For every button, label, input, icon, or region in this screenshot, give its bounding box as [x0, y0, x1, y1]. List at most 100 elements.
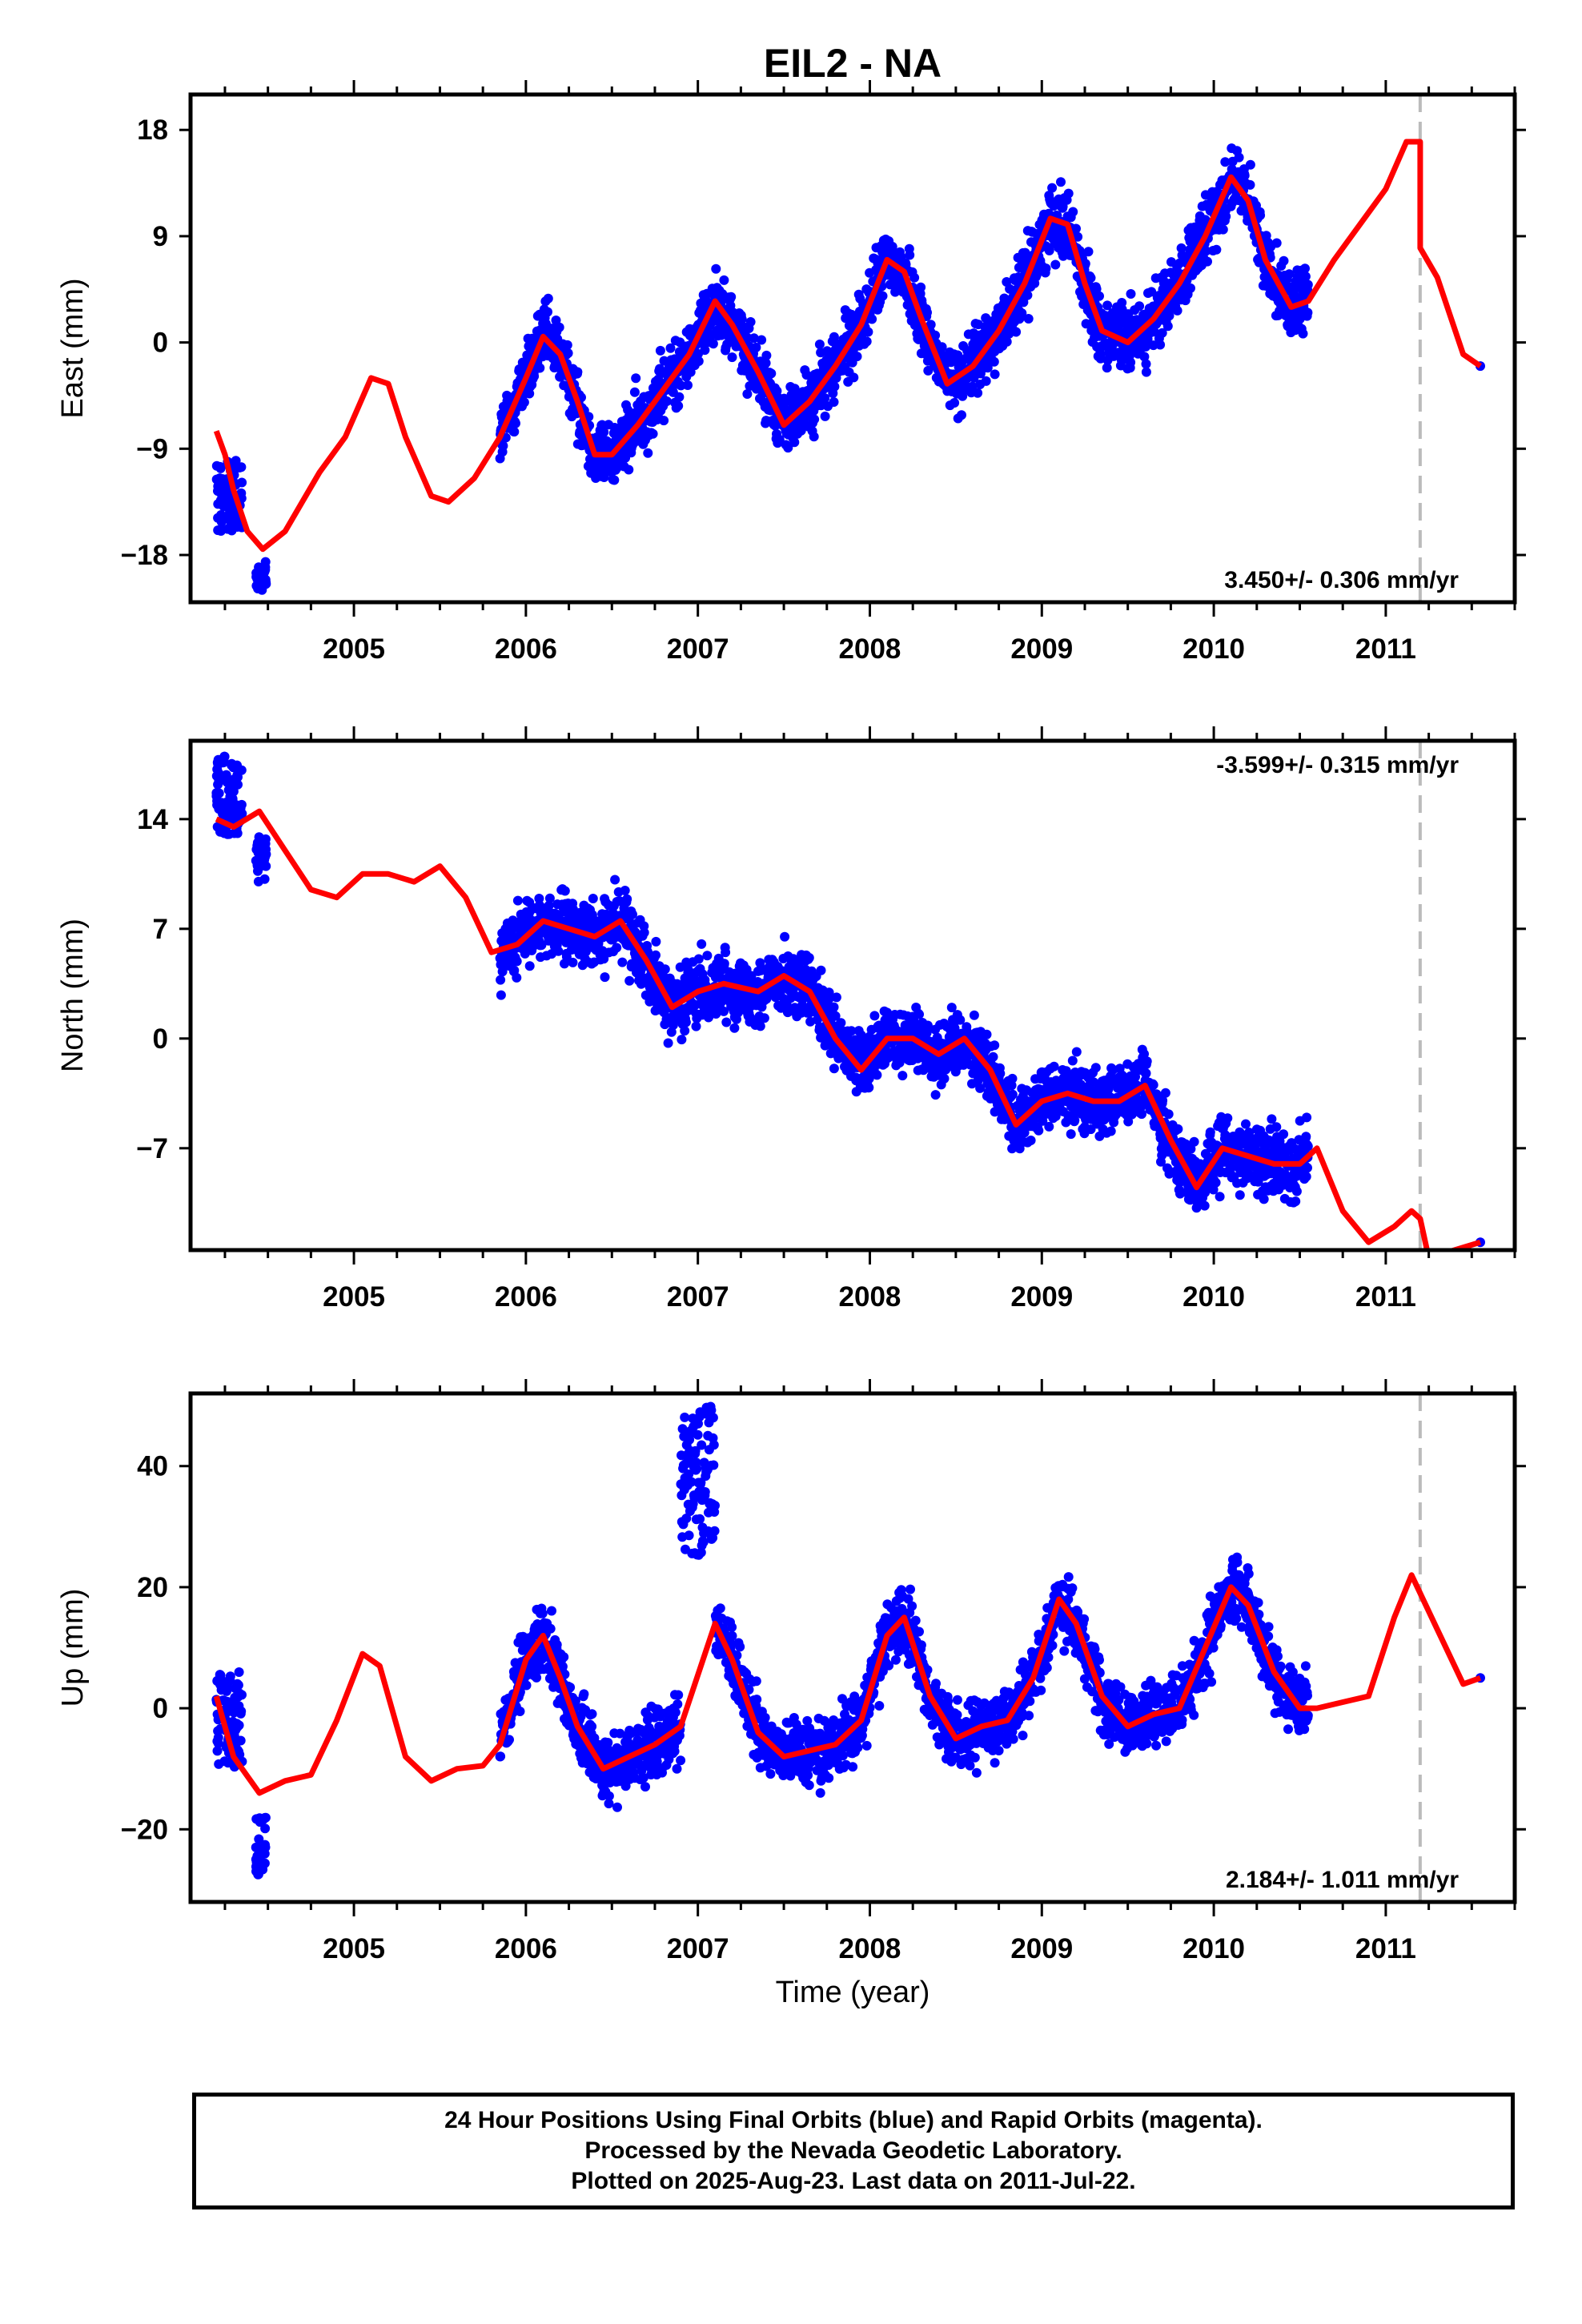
- data-point: [509, 427, 520, 437]
- data-point: [1203, 256, 1212, 267]
- data-point: [1090, 1063, 1101, 1073]
- data-point: [863, 327, 873, 337]
- data-point: [260, 557, 271, 567]
- rate-label: 3.450+/- 0.306 mm/yr: [1224, 567, 1459, 593]
- data-point: [774, 434, 785, 444]
- data-point: [867, 314, 877, 324]
- x-tick-label: 2010: [1182, 633, 1245, 665]
- y-axis-label: East (mm): [56, 278, 90, 418]
- data-point: [1215, 1192, 1225, 1202]
- data-point: [643, 448, 653, 458]
- data-point: [560, 886, 570, 896]
- data-point: [742, 332, 752, 343]
- data-point: [751, 342, 761, 352]
- data-point: [872, 1070, 882, 1080]
- data-point: [1139, 1049, 1149, 1059]
- data-point: [1220, 157, 1231, 167]
- data-point: [1245, 179, 1255, 190]
- data-point: [1173, 1124, 1183, 1134]
- data-point: [1218, 224, 1228, 235]
- data-point: [849, 372, 859, 383]
- data-point: [620, 886, 630, 895]
- data-point: [213, 513, 223, 523]
- data-point: [1162, 321, 1173, 332]
- data-point: [1102, 300, 1113, 311]
- data-point: [830, 1011, 841, 1021]
- data-point: [1096, 349, 1106, 360]
- data-point: [1245, 159, 1255, 170]
- data-point: [251, 581, 262, 591]
- data-point: [726, 292, 737, 302]
- data-point: [610, 875, 620, 885]
- data-point: [1255, 210, 1266, 220]
- data-point: [761, 350, 772, 360]
- data-point: [572, 367, 583, 377]
- data-point: [939, 1073, 950, 1084]
- data-point: [804, 953, 814, 963]
- data-point: [1176, 243, 1186, 253]
- data-point: [1141, 1068, 1151, 1079]
- data-point: [989, 356, 999, 367]
- data-point: [745, 317, 756, 327]
- data-point: [544, 893, 555, 903]
- data-point: [1172, 305, 1182, 316]
- data-point: [783, 443, 793, 453]
- data-point: [1205, 1127, 1215, 1137]
- data-point: [561, 951, 572, 962]
- data-point: [1141, 341, 1151, 352]
- data-point: [1137, 1109, 1146, 1120]
- data-point: [584, 412, 594, 422]
- data-point: [869, 1011, 880, 1021]
- data-point: [1300, 263, 1310, 274]
- y-tick-label: −18: [121, 540, 168, 571]
- data-point: [693, 356, 704, 366]
- data-point: [864, 1083, 874, 1092]
- data-point: [990, 369, 1000, 380]
- data-point: [824, 987, 834, 998]
- data-point: [563, 348, 573, 358]
- data-point: [511, 418, 520, 428]
- data-point: [1044, 1121, 1054, 1132]
- data-point: [981, 376, 991, 386]
- data-point: [536, 940, 547, 951]
- data-point: [697, 939, 707, 949]
- data-point: [612, 943, 622, 953]
- data-point: [1139, 352, 1150, 362]
- data-point: [852, 352, 862, 362]
- data-point: [973, 388, 983, 398]
- data-point: [809, 414, 820, 424]
- data-point: [719, 275, 729, 285]
- data-point: [1088, 1077, 1098, 1088]
- data-point: [809, 432, 819, 442]
- data-point: [660, 964, 670, 975]
- data-point: [789, 437, 800, 448]
- data-point: [1050, 259, 1061, 270]
- data-point: [882, 1007, 892, 1018]
- data-point: [617, 957, 628, 967]
- data-point: [562, 340, 572, 350]
- data-point: [1102, 363, 1112, 373]
- x-tick-label: 2011: [1355, 633, 1416, 665]
- plot-area: [211, 94, 1485, 602]
- data-point: [829, 397, 839, 407]
- data-point: [655, 345, 665, 356]
- data-point: [512, 956, 522, 967]
- data-point: [631, 373, 641, 384]
- data-point: [955, 1015, 966, 1025]
- data-point: [1141, 359, 1151, 369]
- data-point: [1011, 327, 1022, 337]
- data-point: [534, 894, 544, 903]
- data-point: [1303, 308, 1313, 318]
- data-point: [651, 936, 661, 947]
- data-point: [1094, 1131, 1105, 1141]
- data-point: [780, 931, 790, 942]
- data-point: [969, 1010, 979, 1020]
- data-point: [930, 330, 941, 340]
- data-point: [1056, 177, 1066, 187]
- data-point: [259, 568, 269, 578]
- data-point: [757, 335, 767, 345]
- data-point: [1142, 1056, 1152, 1067]
- data-point: [1071, 223, 1081, 234]
- data-point: [1071, 1047, 1082, 1057]
- data-point: [624, 464, 634, 475]
